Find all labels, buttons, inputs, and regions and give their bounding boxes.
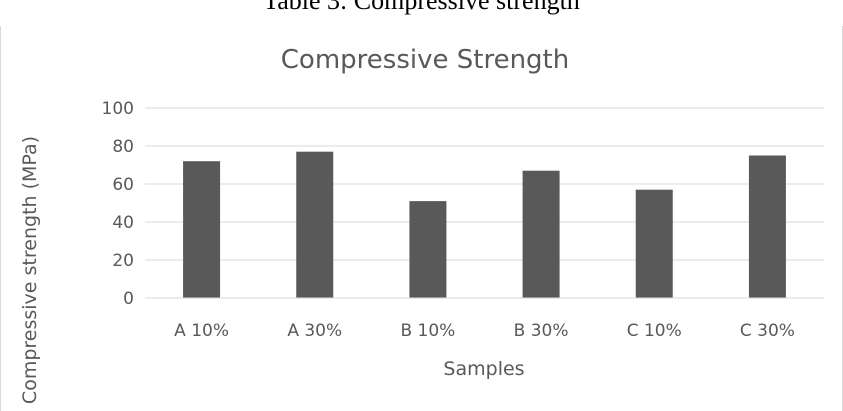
bar-b-30 <box>522 170 560 298</box>
x-axis-ticks: A 10% A 30% B 10% B 30% C 10% C 30% <box>174 321 795 341</box>
bar-a-30 <box>296 151 334 298</box>
chart-title: Compressive Strength <box>281 45 569 75</box>
gridlines <box>145 107 824 261</box>
y-tick-label: 100 <box>102 99 134 119</box>
bar-c-30 <box>748 155 786 298</box>
y-axis-ticks: 0 20 40 60 80 100 <box>102 99 134 309</box>
figure-caption: Table 3: Compressive strength <box>263 0 580 15</box>
y-axis-label: Compressive strength (MPa) <box>19 136 41 404</box>
bars <box>183 151 786 298</box>
y-tick-label: 20 <box>112 251 134 271</box>
x-tick-label: B 30% <box>514 321 569 341</box>
bar-a-10 <box>183 161 221 298</box>
bar-c-10 <box>635 189 673 298</box>
x-tick-label: A 10% <box>174 321 229 341</box>
x-tick-label: C 30% <box>740 321 795 341</box>
x-tick-label: C 10% <box>627 321 682 341</box>
y-tick-label: 80 <box>112 137 134 157</box>
x-tick-label: B 10% <box>400 321 455 341</box>
y-tick-label: 60 <box>112 175 134 195</box>
x-axis-label: Samples <box>443 358 524 380</box>
y-tick-label: 0 <box>123 289 134 309</box>
bar-b-10 <box>409 201 447 298</box>
y-tick-label: 40 <box>112 213 134 233</box>
x-tick-label: A 30% <box>287 321 342 341</box>
